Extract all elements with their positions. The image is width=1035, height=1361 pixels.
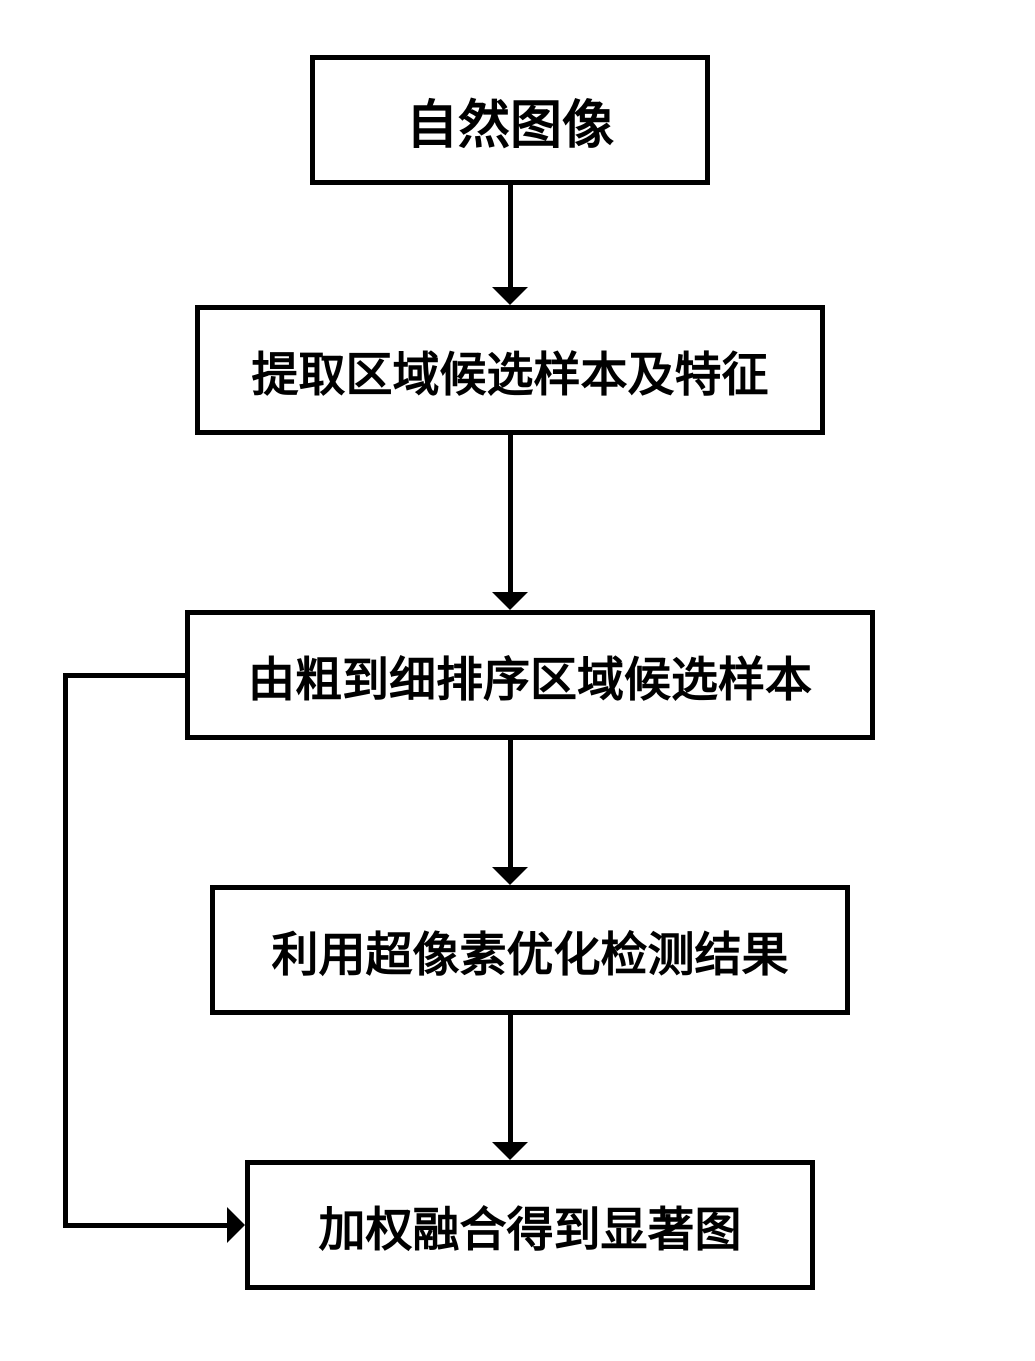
arrow-line: [508, 435, 513, 592]
arrow-head: [492, 867, 528, 885]
arrow-line: [508, 740, 513, 867]
arrow-line: [508, 1015, 513, 1142]
arrow-head: [227, 1207, 245, 1243]
arrow-head: [492, 287, 528, 305]
arrow-head: [492, 1142, 528, 1160]
arrow-head: [492, 592, 528, 610]
flowchart-node-node1: 自然图像: [310, 55, 710, 185]
flowchart-node-node4: 利用超像素优化检测结果: [210, 885, 850, 1015]
flowchart-node-node2: 提取区域候选样本及特征: [195, 305, 825, 435]
flowchart-node-node3: 由粗到细排序区域候选样本: [185, 610, 875, 740]
arrow-line: [65, 673, 185, 678]
arrow-line: [65, 1223, 227, 1228]
flowchart-node-node5: 加权融合得到显著图: [245, 1160, 815, 1290]
arrow-line: [508, 185, 513, 287]
arrow-line: [63, 673, 68, 1228]
flowchart-container: 自然图像提取区域候选样本及特征由粗到细排序区域候选样本利用超像素优化检测结果加权…: [65, 55, 970, 1305]
